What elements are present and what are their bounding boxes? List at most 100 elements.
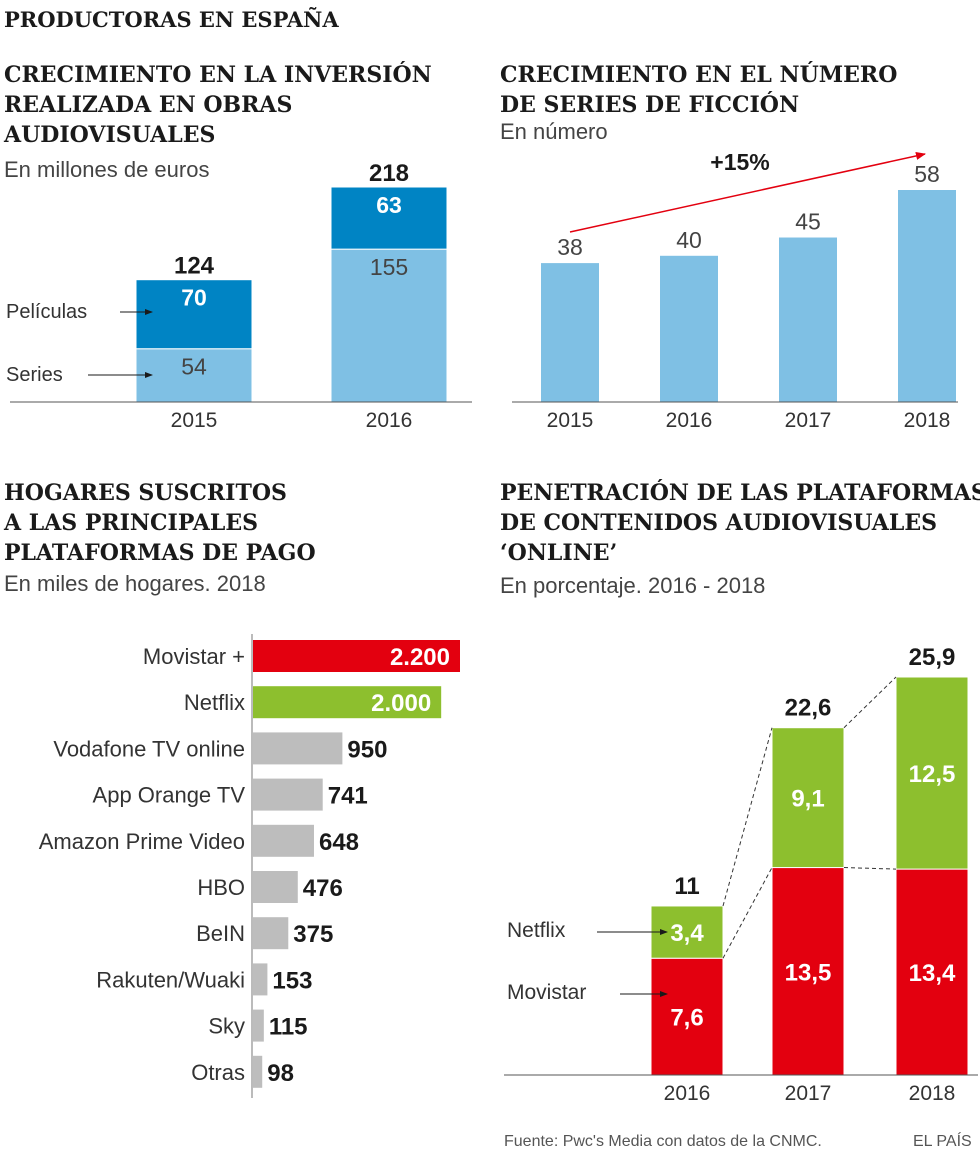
bar-hogares [253,686,442,719]
bar-películas-2015 [135,279,253,350]
x-tick-label: 2017 [785,409,832,432]
source-note: Fuente: Pwc's Media con datos de la CNMC… [504,1133,822,1150]
growth-annotation: +15% [710,149,769,175]
bar-hogares [253,778,323,811]
bar-2018 [898,190,956,402]
total-label: 218 [369,160,409,187]
legend-label-netflix: Netflix [507,919,566,942]
x-tick-label: 2016 [666,409,713,432]
chart-title-line: HOGARES SUSCRITOS [4,480,287,506]
connector-line [722,727,773,907]
legend-label-series: Series [6,364,63,386]
data-label: 155 [370,254,408,280]
bar-hogares [253,732,343,765]
data-label: 2.200 [390,644,450,671]
x-tick-label: 2015 [171,409,218,432]
data-label: 950 [347,736,387,763]
chart-title-line: AUDIOVISUALES [3,122,215,148]
x-tick-label: 2017 [785,1082,832,1105]
data-label: 476 [303,875,343,902]
chart-title-line: PLATAFORMAS DE PAGO [4,540,316,566]
x-tick-label: 2015 [547,409,594,432]
data-label: 38 [557,234,583,260]
y-tick-label: Otras [191,1060,245,1085]
x-tick-label: 2018 [909,1082,956,1105]
chart-title-line: CRECIMIENTO EN LA INVERSIÓN [4,61,432,88]
x-tick-label: 2016 [664,1082,711,1105]
data-label: 375 [293,921,333,948]
chart-title-line: PENETRACIÓN DE LAS PLATAFORMAS [500,479,980,506]
chart-title-line: A LAS PRINCIPALES [3,510,258,536]
bar-netflix-2018 [895,676,969,870]
x-tick-label: 2018 [904,409,951,432]
data-label: 153 [272,967,312,994]
data-label: 12,5 [909,761,956,788]
y-tick-label: BeIN [196,921,245,946]
bar-hogares [253,963,268,996]
data-label: 58 [914,161,940,187]
chart-title-line: CRECIMIENTO EN EL NÚMERO [500,61,897,88]
x-tick-label: 2016 [366,409,413,432]
y-tick-label: Vodafone TV online [53,736,245,761]
chart-title-line: DE CONTENIDOS AUDIOVISUALES [500,510,937,536]
chart-subtitle: En número [500,119,608,144]
bar-hogares [253,871,298,903]
bar-netflix-2017 [771,727,845,869]
hogares-marks: Movistar + 2.200 Netflix 2.000 Vodafone TV o… [39,640,460,1088]
data-label: 63 [376,192,402,218]
y-tick-label: App Orange TV [93,783,246,808]
bar-hogares [253,1055,263,1088]
bar-hogares [253,1009,264,1042]
data-label: 13,5 [785,959,832,986]
chart-hogares: HOGARES SUSCRITOS A LAS PRINCIPALES PLAT… [3,480,460,1098]
bar-2015 [541,263,599,402]
y-tick-label: Amazon Prime Video [39,829,245,854]
data-label: 648 [319,829,359,856]
data-label: 45 [795,209,821,235]
data-label: 40 [676,227,702,253]
total-label: 25,9 [909,644,956,671]
total-label: 124 [174,253,215,280]
chart-title-line: ‘ONLINE’ [500,540,617,566]
bar-hogares [253,917,289,950]
inversion-marks: 54 70 124 2015 155 63 218 2016 [135,160,448,432]
bar-2016 [660,255,718,402]
y-tick-label: Movistar + [143,644,245,669]
bar-películas-2016 [330,186,448,250]
legend-label-movistar: Movistar [507,981,586,1004]
chart-penetracion: PENETRACIÓN DE LAS PLATAFORMAS DE CONTEN… [500,479,980,1105]
chart-title-line: DE SERIES DE FICCIÓN [500,91,799,118]
y-tick-label: HBO [197,875,245,900]
y-tick-label: Netflix [184,690,245,715]
bar-hogares [253,824,314,857]
bar-hogares [253,640,460,672]
bar-2017 [779,237,837,402]
total-label: 11 [674,873,699,900]
page-title: PRODUCTORAS EN ESPAÑA [4,7,339,32]
bar-series-2015 [135,348,253,403]
series-ficcion-marks: 38 2015 40 2016 45 2017 58 2018 [541,161,956,432]
connector-line [722,867,773,959]
legend-label-peliculas: Películas [6,301,87,323]
chart-inversion: CRECIMIENTO EN LA INVERSIÓN REALIZADA EN… [3,61,472,432]
chart-subtitle: En millones de euros [4,157,209,182]
total-label: 22,6 [785,695,832,722]
chart-title-line: REALIZADA EN OBRAS [4,92,292,118]
data-label: 2.000 [371,690,431,717]
connector-line [843,676,897,729]
data-label: 13,4 [909,960,956,987]
connector-line [843,867,897,870]
y-tick-label: Rakuten/Wuaki [96,967,245,992]
data-label: 7,6 [670,1005,703,1032]
data-label: 54 [181,354,207,380]
data-label: 70 [181,285,207,311]
chart-series-ficcion: CRECIMIENTO EN EL NÚMERO DE SERIES DE FI… [500,61,958,432]
data-label: 115 [269,1014,308,1041]
bar-netflix-2016 [650,905,724,959]
data-label: 9,1 [791,786,824,813]
y-tick-label: Sky [208,1014,245,1039]
data-label: 98 [267,1060,294,1087]
credit: EL PAÍS [913,1131,972,1150]
bar-movistar-2017 [771,867,845,1076]
